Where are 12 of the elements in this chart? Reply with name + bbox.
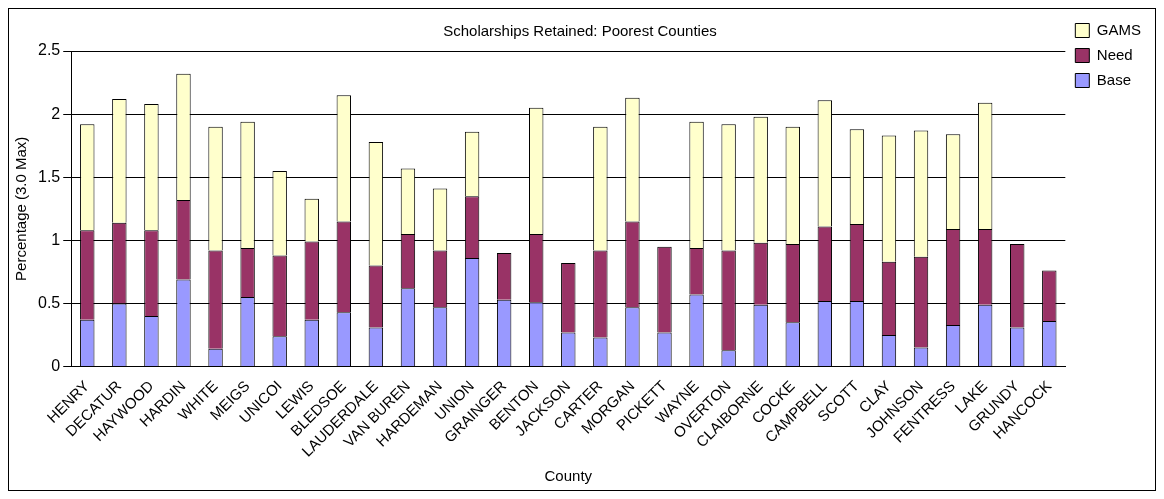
legend-label: Need (1096, 45, 1133, 63)
legend-label: Base (1096, 70, 1132, 88)
y-axis-title: Percentage (3.0 Max) (12, 136, 30, 281)
y-tick-label: 2.5 (37, 41, 61, 59)
y-tick-label: 1.5 (37, 167, 61, 185)
legend-label: GAMS (1096, 20, 1142, 38)
chart-title: Scholarships Retained: Poorest Counties (443, 22, 717, 40)
y-tick-label: 0 (51, 356, 61, 374)
y-tick-label: 2 (51, 104, 61, 122)
y-tick-label: 0.5 (37, 293, 61, 311)
x-axis-title: County (544, 467, 593, 485)
y-tick-label: 1 (51, 230, 61, 248)
